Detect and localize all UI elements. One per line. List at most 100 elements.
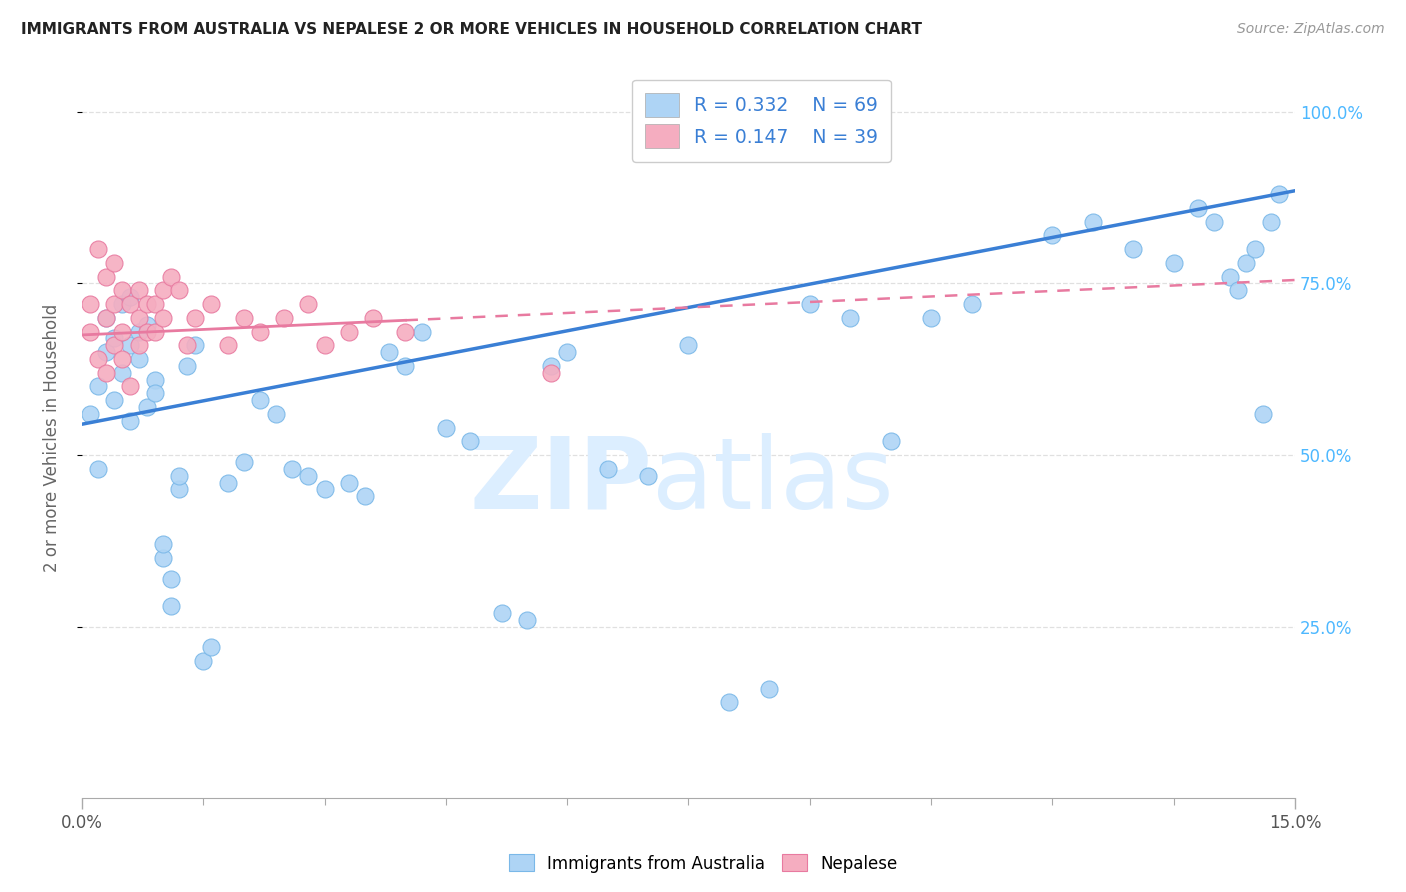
Point <box>103 331 125 345</box>
Point <box>1204 214 1226 228</box>
Point <box>249 325 271 339</box>
Point <box>152 310 174 325</box>
Point <box>193 654 215 668</box>
Point <box>128 351 150 366</box>
Point <box>540 359 562 373</box>
Point <box>281 462 304 476</box>
Point <box>758 681 780 696</box>
Point <box>160 269 183 284</box>
Point <box>596 462 619 476</box>
Point <box>1236 256 1258 270</box>
Point <box>1219 269 1241 284</box>
Point <box>314 338 336 352</box>
Point <box>337 325 360 339</box>
Point <box>394 359 416 373</box>
Point <box>411 325 433 339</box>
Point <box>143 297 166 311</box>
Point <box>1227 283 1250 297</box>
Point <box>273 310 295 325</box>
Point <box>96 310 118 325</box>
Point <box>167 283 190 297</box>
Point <box>297 297 319 311</box>
Legend: Immigrants from Australia, Nepalese: Immigrants from Australia, Nepalese <box>502 847 904 880</box>
Point <box>361 310 384 325</box>
Point <box>120 338 142 352</box>
Point <box>111 297 134 311</box>
Point <box>314 483 336 497</box>
Point <box>1163 256 1185 270</box>
Point <box>920 310 942 325</box>
Point <box>1081 214 1104 228</box>
Point <box>1042 228 1064 243</box>
Point <box>96 310 118 325</box>
Point <box>678 338 700 352</box>
Point <box>717 695 740 709</box>
Point <box>637 468 659 483</box>
Point <box>143 325 166 339</box>
Point <box>555 345 578 359</box>
Point <box>79 325 101 339</box>
Point <box>87 351 110 366</box>
Point <box>354 489 377 503</box>
Point <box>135 297 157 311</box>
Point <box>79 407 101 421</box>
Y-axis label: 2 or more Vehicles in Household: 2 or more Vehicles in Household <box>44 304 60 572</box>
Point <box>120 414 142 428</box>
Point <box>879 434 901 449</box>
Point <box>128 325 150 339</box>
Point <box>540 366 562 380</box>
Point <box>232 310 254 325</box>
Point <box>87 462 110 476</box>
Point <box>960 297 983 311</box>
Point <box>249 393 271 408</box>
Point <box>167 468 190 483</box>
Point <box>491 606 513 620</box>
Point <box>232 455 254 469</box>
Point <box>111 325 134 339</box>
Point <box>103 256 125 270</box>
Text: IMMIGRANTS FROM AUSTRALIA VS NEPALESE 2 OR MORE VEHICLES IN HOUSEHOLD CORRELATIO: IMMIGRANTS FROM AUSTRALIA VS NEPALESE 2 … <box>21 22 922 37</box>
Point <box>128 283 150 297</box>
Point <box>458 434 481 449</box>
Point <box>111 366 134 380</box>
Point <box>103 338 125 352</box>
Point <box>143 386 166 401</box>
Point <box>96 345 118 359</box>
Point <box>1187 201 1209 215</box>
Point <box>135 400 157 414</box>
Point <box>135 325 157 339</box>
Point <box>152 283 174 297</box>
Point <box>87 379 110 393</box>
Text: atlas: atlas <box>652 433 894 530</box>
Point <box>111 283 134 297</box>
Point <box>167 483 190 497</box>
Point <box>111 351 134 366</box>
Point <box>96 366 118 380</box>
Point <box>103 393 125 408</box>
Point <box>217 338 239 352</box>
Point <box>103 297 125 311</box>
Point <box>1268 187 1291 202</box>
Point <box>434 420 457 434</box>
Point <box>799 297 821 311</box>
Point <box>128 338 150 352</box>
Point <box>516 613 538 627</box>
Point <box>394 325 416 339</box>
Legend: R = 0.332    N = 69, R = 0.147    N = 39: R = 0.332 N = 69, R = 0.147 N = 39 <box>631 79 891 161</box>
Point <box>96 269 118 284</box>
Point <box>152 551 174 566</box>
Point <box>143 373 166 387</box>
Point <box>1243 242 1265 256</box>
Point <box>200 297 222 311</box>
Point <box>1122 242 1144 256</box>
Point <box>1260 214 1282 228</box>
Point <box>264 407 287 421</box>
Point <box>120 297 142 311</box>
Point <box>200 640 222 655</box>
Point <box>839 310 862 325</box>
Point <box>160 572 183 586</box>
Point <box>297 468 319 483</box>
Point <box>79 297 101 311</box>
Text: Source: ZipAtlas.com: Source: ZipAtlas.com <box>1237 22 1385 37</box>
Point <box>184 338 207 352</box>
